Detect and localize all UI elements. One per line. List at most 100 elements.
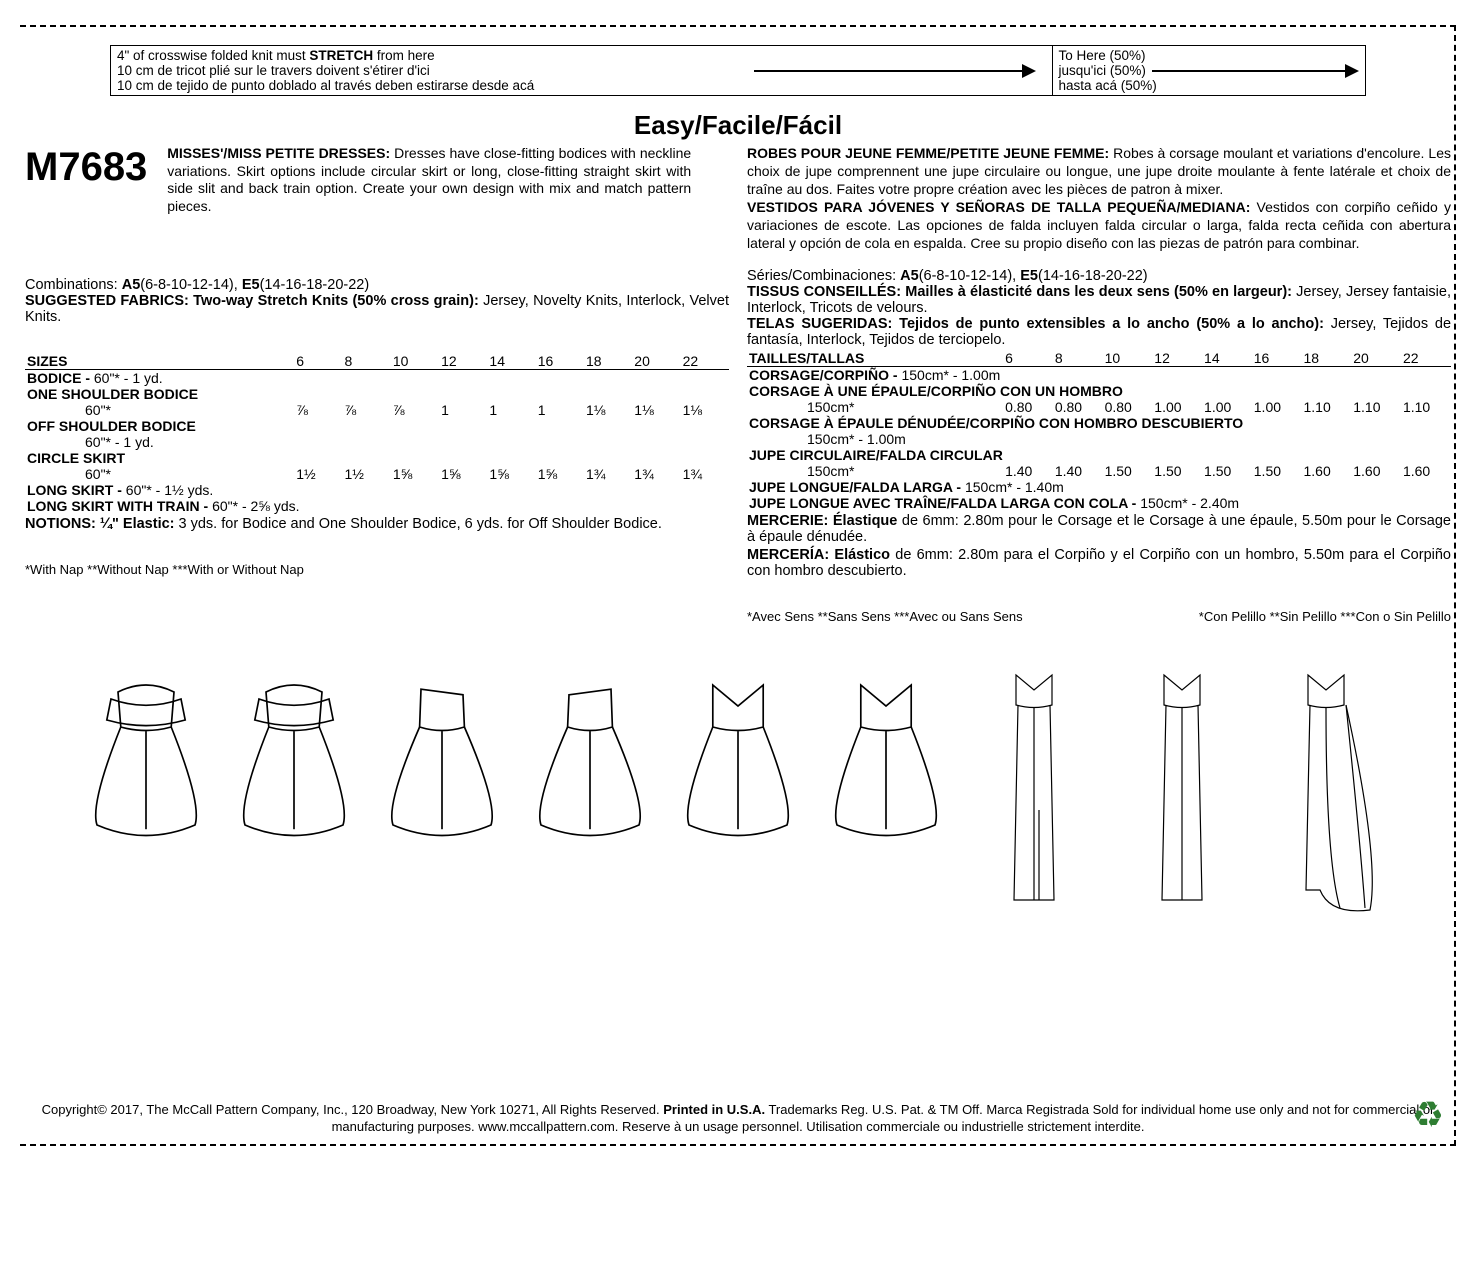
description-fr: ROBES POUR JEUNE FEMME/PETITE JEUNE FEMM… [747,145,1451,199]
stretch-to-en: To Here (50%) [1059,48,1360,63]
size-col: 8 [343,353,391,370]
yardage-row: OFF SHOULDER BODICE [25,418,729,434]
size-label: SIZES [25,353,294,370]
yardage-value: 1¾ [632,466,680,482]
yardage-row: LONG SKIRT WITH TRAIN - 60"* - 2⅝ yds. [25,498,729,514]
size-col: 6 [1003,350,1053,367]
yardage-value: 1.00 [1252,399,1302,415]
dress-5 [668,660,808,920]
page-content: 4" of crosswise folded knit must STRETCH… [25,45,1451,920]
row-width-label: 150cm* [747,463,1003,479]
row-heading: OFF SHOULDER BODICE [25,418,729,434]
yardage-value: 1⅛ [584,402,632,418]
yardage-value: 1⅝ [536,466,584,482]
size-col: 12 [1152,350,1202,367]
stretch-target: To Here (50%) jusqu'ici (50%) hasta acá … [1052,46,1366,95]
yardage-value: 1⅝ [439,466,487,482]
size-col: 18 [584,353,632,370]
size-col: 22 [1401,350,1451,367]
row-width-label: 60"* [25,466,294,482]
yardage-value: 1 [487,402,535,418]
row-heading: BODICE - 60"* - 1 yd. [25,370,729,387]
notions-fr: MERCERIE: Élastique de 6mm: 2.80m pour l… [747,513,1451,545]
dress-illustrations [25,660,1451,920]
size-header-fr: TAILLES/TALLAS6810121416182022 [747,350,1451,367]
yardage-row: CORSAGE/CORPIÑO - 150cm* - 1.00m [747,367,1451,384]
size-col: 16 [536,353,584,370]
stretch-en: 4" of crosswise folded knit must STRETCH… [117,48,732,63]
pattern-number: M7683 [25,145,147,190]
row-width-label: 60"* [25,402,294,418]
stretch-arrow [738,46,1052,95]
left-column: M7683 MISSES'/MISS PETITE DRESSES: Dress… [25,145,729,624]
yardage-value: 1.60 [1302,463,1352,479]
yardage-row: JUPE LONGUE/FALDA LARGA - 150cm* - 1.40m [747,479,1451,495]
yardage-value: 1¾ [681,466,729,482]
yardage-value: ⅞ [343,402,391,418]
size-col: 16 [1252,350,1302,367]
yardage-row: CORSAGE À ÉPAULE DÉNUDÉE/CORPIÑO CON HOM… [747,415,1451,431]
yardage-row: JUPE CIRCULAIRE/FALDA CIRCULAR [747,447,1451,463]
yardage-value: 1 [439,402,487,418]
stretch-to-fr: jusqu'ici (50%) [1059,63,1146,78]
copyright-text: Copyright© 2017, The McCall Pattern Comp… [25,1101,1451,1136]
dress-1 [76,660,216,920]
row-heading: LONG SKIRT WITH TRAIN - 60"* - 2⅝ yds. [25,498,729,514]
yardage-table-fr: TAILLES/TALLAS6810121416182022 CORSAGE/C… [747,350,1451,511]
yardage-row: 60"*1½1½1⅝1⅝1⅝1⅝1¾1¾1¾ [25,466,729,482]
row-width-label: 60"* - 1 yd. [25,434,294,450]
stretch-es: 10 cm de tejido de punto doblado al trav… [117,78,732,93]
dress-2 [224,660,364,920]
notions-en: NOTIONS: ¼" Elastic: 3 yds. for Bodice a… [25,516,729,532]
stretch-to-es: hasta acá (50%) [1059,78,1360,93]
yardage-value: 1.00 [1202,399,1252,415]
yardage-value: 1½ [343,466,391,482]
nap-note-en: *With Nap **Without Nap ***With or Witho… [25,562,729,577]
yardage-value: 1.50 [1152,463,1202,479]
size-col: 10 [1103,350,1153,367]
yardage-value: 1.60 [1401,463,1451,479]
stretch-fr: 10 cm de tricot plié sur le travers doiv… [117,63,732,78]
dress-7-long [964,660,1104,920]
yardage-value: 1½ [294,466,342,482]
row-heading: JUPE LONGUE/FALDA LARGA - 150cm* - 1.40m [747,479,1451,495]
stretch-instructions: 4" of crosswise folded knit must STRETCH… [111,46,738,95]
combinations-en: Combinations: A5(6-8-10-12-14), E5(14-16… [25,277,729,293]
recycle-icon: ♻ [1412,1094,1444,1136]
yardage-value: 0.80 [1003,399,1053,415]
dress-3 [372,660,512,920]
yardage-value: 1⅝ [487,466,535,482]
yardage-value: 1 [536,402,584,418]
row-heading: JUPE LONGUE AVEC TRAÎNE/FALDA LARGA CON … [747,495,1451,511]
yardage-value: 1.10 [1302,399,1352,415]
row-heading: ONE SHOULDER BODICE [25,386,729,402]
size-col: 20 [1351,350,1401,367]
yardage-row: CIRCLE SKIRT [25,450,729,466]
stretch-gauge: 4" of crosswise folded knit must STRETCH… [110,45,1366,96]
row-heading: LONG SKIRT - 60"* - 1½ yds. [25,482,729,498]
row-heading: CIRCLE SKIRT [25,450,729,466]
dress-9-train [1260,660,1400,920]
size-col: 6 [294,353,342,370]
size-label: TAILLES/TALLAS [747,350,1003,367]
yardage-value: 1.50 [1252,463,1302,479]
yardage-row: 60"*⅞⅞⅞1111⅛1⅛1⅛ [25,402,729,418]
description-es: VESTIDOS PARA JÓVENES Y SEÑORAS DE TALLA… [747,199,1451,253]
right-column: ROBES POUR JEUNE FEMME/PETITE JEUNE FEMM… [747,145,1451,624]
yardage-row: JUPE LONGUE AVEC TRAÎNE/FALDA LARGA CON … [747,495,1451,511]
yardage-value: ⅞ [391,402,439,418]
difficulty-title: Easy/Facile/Fácil [25,110,1451,141]
yardage-row: ONE SHOULDER BODICE [25,386,729,402]
yardage-row: 150cm*1.401.401.501.501.501.501.601.601.… [747,463,1451,479]
size-col: 18 [1302,350,1352,367]
row-width-label: 150cm* - 1.00m [747,431,1003,447]
yardage-value: 0.80 [1103,399,1153,415]
yardage-value: ⅞ [294,402,342,418]
yardage-value: 1.40 [1003,463,1053,479]
yardage-value: 1⅛ [632,402,680,418]
yardage-value: 1¾ [584,466,632,482]
notions-es: MERCERÍA: Elástico de 6mm: 2.80m para el… [747,547,1451,579]
combinations-fr: Séries/Combinaciones: A5(6-8-10-12-14), … [747,268,1451,284]
dress-6 [816,660,956,920]
yardage-row: CORSAGE À UNE ÉPAULE/CORPIÑO CON UN HOMB… [747,383,1451,399]
